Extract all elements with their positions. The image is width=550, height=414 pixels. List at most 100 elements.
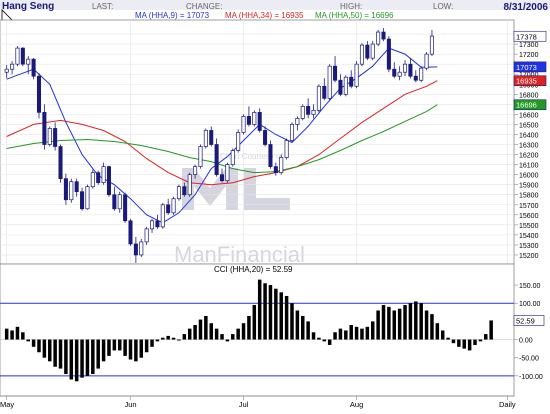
candle [112,186,117,211]
price-tick-label: 15500 [519,223,539,230]
cci-bar [446,337,450,340]
x-tick-label: Jun [124,400,136,409]
candle [392,62,397,79]
candle [381,28,386,42]
candle [198,144,203,169]
candle-body [112,194,117,210]
candle [359,43,364,67]
cci-bar [419,303,423,340]
cci-bar [365,326,370,340]
x-axis: May Jun Jul Aug Daily [0,395,516,409]
price-tick-label: 15300 [519,243,539,250]
cci-bar [37,339,41,353]
x-tick-label: May [0,400,14,409]
candle [419,66,424,83]
candle-body [429,35,434,55]
candle [150,218,155,233]
cci-bar [96,339,100,369]
price-value-tag-text: 16696 [516,101,537,110]
candle [349,70,354,89]
candle-body [106,166,111,196]
candle [182,182,187,197]
candle-body [53,128,58,147]
candle-body [85,186,90,210]
cci-bar [220,334,224,340]
price-tick-label: 15800 [519,193,539,200]
candle [365,41,370,61]
candle [246,106,251,127]
cci-bar [101,339,106,362]
price-value-tag-box [513,99,547,111]
price-grid [0,20,514,396]
cci-bar [204,315,208,340]
candle [386,36,391,73]
candle-body [268,144,273,167]
candle [133,236,138,264]
candle-body [365,44,370,59]
candle [176,184,181,201]
candle-body [96,172,101,184]
candle-body [176,186,181,200]
candle [69,178,74,203]
candle [26,56,31,75]
cci-bar [354,326,359,340]
cci-bar [376,310,380,340]
cci-bar [117,339,122,351]
price-tick-label: 16000 [519,173,539,180]
cci-bar [370,321,375,340]
candle-body [47,128,52,145]
cci-bar [139,339,144,358]
candle [214,138,219,177]
candle [263,126,268,147]
candle-body [10,63,15,70]
candle [338,74,343,97]
candle-body [80,191,85,210]
cci-bar [74,339,79,382]
cci-bar [150,339,154,347]
price-panel [0,19,515,265]
price-value-tag-text: 17073 [516,63,537,72]
candle-body [386,38,391,70]
cci-bar [381,305,386,340]
cci-value-tag-box [513,315,545,326]
candle [397,66,402,81]
candle [155,214,160,229]
candle-body [58,146,63,180]
candle [63,173,68,205]
candle [53,122,58,151]
cci-bar [274,288,278,340]
candle-body [381,31,386,40]
candle-body [133,243,138,256]
cci-bar [440,330,445,340]
cci-bar [69,339,74,380]
candle [209,126,214,147]
cci-bar [31,339,36,347]
candle-body [187,174,192,196]
candle-body [128,220,133,245]
watermark-bottom-text: ManFinancial [174,242,305,267]
cci-bar [435,323,440,340]
cci-bar [91,339,95,375]
cci-bars [4,279,493,382]
candle-body [403,63,408,73]
cci-bar [193,325,197,340]
chart-date: 8/31/2006 [504,2,549,13]
cci-bar [317,337,321,340]
candle-body [284,140,289,158]
moving-average-lines [6,47,438,224]
candle [101,162,106,185]
cci-bar [182,334,187,340]
low-label: LOW: [433,2,453,11]
watermark: Chart Courtesy of ManFinancial [174,152,305,267]
candle [370,41,375,61]
candle [166,198,171,215]
candle-body [306,106,311,115]
candle-body [408,63,413,77]
price-tick-label: 17200 [519,52,539,59]
candle-body [90,172,95,188]
watermark-logo-bar-icon [244,168,290,210]
candle-body [424,53,429,69]
candle [252,110,257,127]
